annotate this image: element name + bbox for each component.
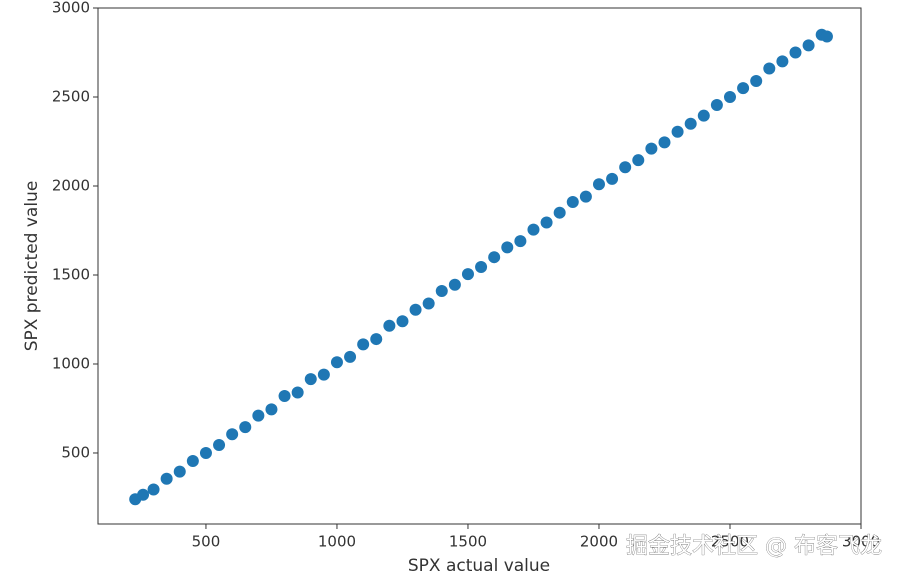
point — [579, 190, 592, 203]
point — [213, 438, 226, 451]
point — [147, 483, 160, 496]
y-tick-label: 1500 — [52, 265, 90, 283]
point — [239, 421, 252, 434]
point — [278, 390, 291, 403]
point — [173, 465, 186, 478]
point — [186, 454, 199, 467]
point — [304, 373, 317, 386]
point — [317, 368, 330, 381]
x-tick-label: 500 — [192, 533, 221, 551]
point — [448, 278, 461, 291]
y-tick-label: 2000 — [52, 176, 90, 194]
point — [344, 350, 357, 363]
point — [252, 409, 265, 422]
point — [199, 446, 212, 459]
point — [776, 55, 789, 68]
point — [632, 154, 645, 167]
plot-frame — [97, 7, 862, 525]
y-tick-label: 3000 — [52, 0, 90, 17]
point — [619, 161, 632, 174]
point — [291, 386, 304, 399]
point — [789, 46, 802, 59]
point — [553, 206, 566, 219]
point — [409, 303, 422, 316]
y-tick-label: 2500 — [52, 87, 90, 105]
point — [370, 333, 383, 346]
point — [527, 223, 540, 236]
point — [422, 297, 435, 310]
point — [330, 356, 343, 369]
x-axis-label: SPX actual value — [408, 556, 550, 576]
point — [566, 196, 579, 209]
point — [658, 136, 671, 149]
point — [737, 82, 750, 95]
point — [265, 403, 278, 416]
point — [514, 235, 527, 248]
point — [540, 216, 553, 229]
point — [501, 241, 514, 254]
point — [488, 251, 501, 264]
x-tick-label: 2500 — [711, 533, 749, 551]
y-axis-label: SPX predicted value — [22, 181, 42, 352]
x-tick-label: 3000 — [842, 533, 880, 551]
x-tick-label: 1500 — [449, 533, 487, 551]
x-tick-label: 2000 — [580, 533, 618, 551]
point — [137, 488, 150, 501]
point — [645, 142, 658, 155]
point — [710, 99, 723, 112]
y-tick-label: 500 — [61, 443, 90, 461]
point — [606, 172, 619, 185]
point — [750, 74, 763, 87]
point — [435, 285, 448, 298]
point — [592, 178, 605, 191]
point — [802, 39, 815, 52]
point — [671, 125, 684, 138]
point — [475, 260, 488, 273]
point — [723, 90, 736, 103]
point — [396, 315, 409, 328]
watermark: 掘金技术社区 @ 布客飞龙 — [626, 534, 882, 559]
point — [820, 30, 833, 43]
point — [383, 319, 396, 332]
point — [684, 117, 697, 130]
point — [357, 338, 370, 351]
point — [763, 62, 776, 75]
point — [697, 109, 710, 122]
point — [226, 428, 239, 441]
x-tick-label: 1000 — [318, 533, 356, 551]
y-tick-label: 1000 — [52, 354, 90, 372]
point — [461, 268, 474, 281]
point — [160, 472, 173, 485]
